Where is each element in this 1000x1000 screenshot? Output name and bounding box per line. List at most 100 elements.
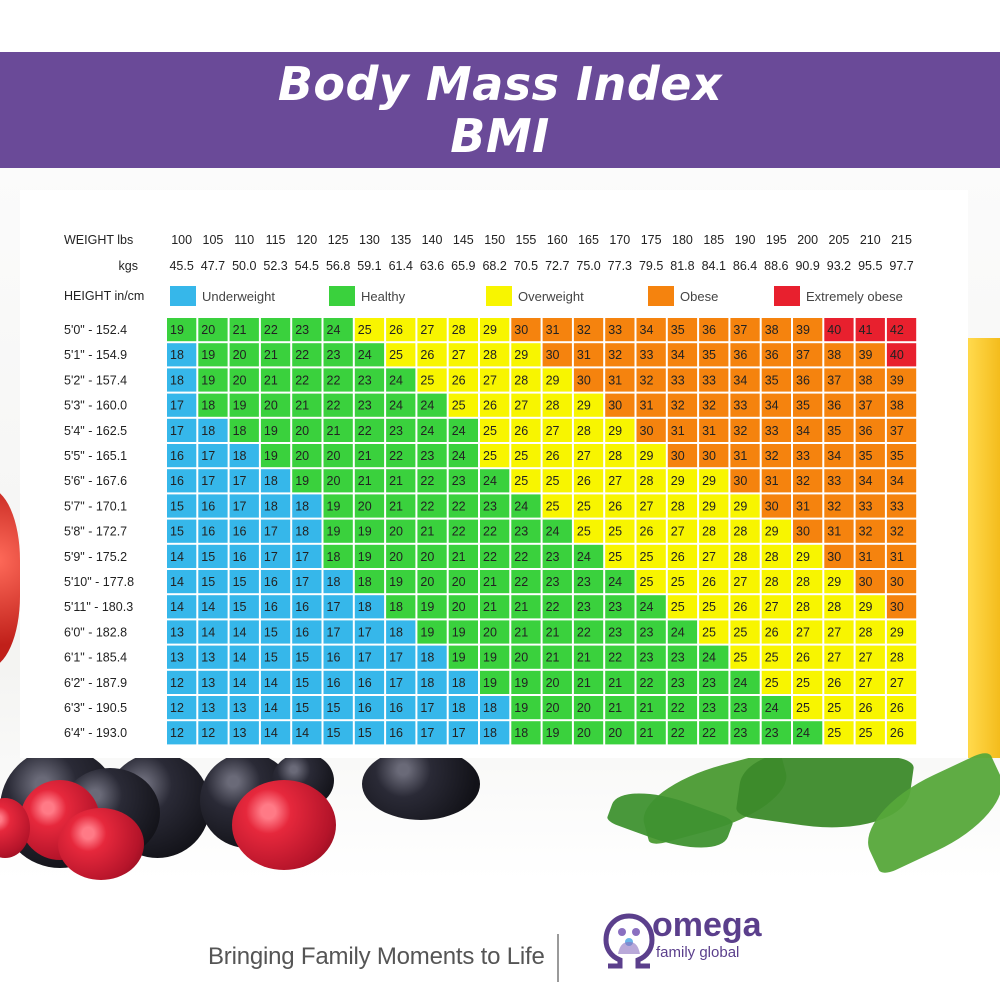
bmi-cell-value: 26 bbox=[577, 474, 591, 488]
bmi-cell-value: 19 bbox=[201, 348, 215, 362]
bmi-cell-healthy bbox=[323, 469, 353, 493]
bmi-cell-value: 30 bbox=[827, 550, 841, 564]
bmi-cell-obese bbox=[636, 418, 666, 442]
weight-kgs-header: kgs bbox=[119, 259, 138, 273]
bmi-cell-value: 37 bbox=[890, 424, 904, 438]
bmi-cell-overweight bbox=[699, 469, 729, 493]
bmi-cell-overweight bbox=[793, 544, 823, 568]
bmi-cell-underweight bbox=[323, 645, 353, 669]
bmi-cell-value: 37 bbox=[827, 373, 841, 387]
bmi-cell-healthy bbox=[323, 418, 353, 442]
bmi-cell-value: 28 bbox=[765, 550, 779, 564]
title-line-1: Body Mass Index bbox=[277, 57, 723, 111]
bmi-cell-obese bbox=[886, 444, 917, 468]
bmi-cell-value: 31 bbox=[608, 373, 622, 387]
bmi-cell-value: 16 bbox=[201, 525, 215, 539]
bmi-cell-healthy bbox=[260, 393, 291, 417]
bmi-cell-value: 28 bbox=[859, 625, 873, 639]
bmi-cell-value: 33 bbox=[640, 348, 654, 362]
bmi-cell-value: 33 bbox=[859, 499, 873, 513]
bmi-cell-value: 25 bbox=[640, 575, 654, 589]
bmi-cell-overweight bbox=[667, 494, 698, 518]
bmi-cell-obese bbox=[886, 570, 917, 594]
bmi-cell-overweight bbox=[886, 696, 917, 720]
bmi-cell-overweight bbox=[448, 393, 478, 417]
bmi-cell-obese bbox=[667, 368, 698, 392]
bmi-cell-value: 28 bbox=[577, 424, 591, 438]
bmi-cell-value: 15 bbox=[233, 575, 247, 589]
bmi-cell-healthy bbox=[511, 721, 541, 745]
bmi-cell-value: 26 bbox=[890, 701, 904, 715]
bmi-cell-value: 18 bbox=[233, 424, 247, 438]
bmi-cell-value: 13 bbox=[201, 701, 215, 715]
bmi-cell-value: 27 bbox=[827, 625, 841, 639]
title-line-2: BMI bbox=[450, 109, 550, 163]
bmi-cell-value: 25 bbox=[859, 726, 873, 740]
y-tick-label-height: 5'0" - 152.4 bbox=[64, 323, 127, 337]
bmi-cell-value: 18 bbox=[452, 676, 466, 690]
bmi-cell-value: 26 bbox=[640, 525, 654, 539]
bmi-cell-overweight bbox=[605, 418, 635, 442]
bmi-cell-healthy bbox=[354, 393, 385, 417]
bmi-cell-underweight bbox=[260, 570, 291, 594]
bmi-cell-underweight bbox=[167, 620, 197, 644]
bmi-cell-value: 22 bbox=[358, 424, 372, 438]
bmi-cell-healthy bbox=[573, 620, 604, 644]
bmi-cell-value: 37 bbox=[796, 348, 810, 362]
bmi-cell-value: 18 bbox=[514, 726, 528, 740]
x-tick-label-lbs: 135 bbox=[390, 233, 411, 247]
bmi-cell-underweight bbox=[229, 696, 259, 720]
bmi-cell-healthy bbox=[667, 696, 698, 720]
bmi-cell-healthy bbox=[260, 444, 291, 468]
legend-swatch-extremely_obese bbox=[774, 286, 800, 306]
y-tick-label-height: 5'11" - 180.3 bbox=[64, 600, 133, 614]
bmi-cell-value: 25 bbox=[577, 525, 591, 539]
bmi-cell-value: 16 bbox=[170, 474, 184, 488]
bmi-cell-overweight bbox=[699, 519, 729, 543]
bmi-cell-value: 16 bbox=[358, 701, 372, 715]
bmi-cell-value: 22 bbox=[546, 600, 560, 614]
bmi-cell-underweight bbox=[229, 469, 259, 493]
bmi-cell-value: 19 bbox=[358, 525, 372, 539]
bmi-cell-healthy bbox=[386, 570, 416, 594]
bmi-cell-value: 25 bbox=[671, 575, 685, 589]
x-tick-label-kgs: 56.8 bbox=[326, 259, 350, 273]
bmi-cell-obese bbox=[855, 519, 885, 543]
bmi-cell-healthy bbox=[761, 721, 791, 745]
bmi-cell-healthy bbox=[699, 696, 729, 720]
bmi-cell-overweight bbox=[761, 620, 791, 644]
bmi-cell-value: 23 bbox=[640, 625, 654, 639]
bmi-cell-overweight bbox=[855, 670, 885, 694]
bmi-cell-value: 19 bbox=[201, 373, 215, 387]
bmi-cell-value: 20 bbox=[295, 449, 309, 463]
bmi-cell-value: 17 bbox=[327, 625, 341, 639]
bmi-cell-value: 17 bbox=[264, 525, 278, 539]
x-tick-label-lbs: 205 bbox=[829, 233, 850, 247]
bmi-cell-value: 28 bbox=[640, 474, 654, 488]
bmi-cell-underweight bbox=[167, 696, 197, 720]
bmi-cell-value: 21 bbox=[483, 575, 497, 589]
bmi-cell-healthy bbox=[730, 721, 760, 745]
x-tick-label-kgs: 75.0 bbox=[576, 259, 600, 273]
bmi-cell-healthy bbox=[699, 645, 729, 669]
bmi-cell-value: 20 bbox=[264, 399, 278, 413]
bmi-cell-overweight bbox=[886, 620, 917, 644]
bmi-cell-value: 24 bbox=[765, 701, 779, 715]
bmi-cell-underweight bbox=[167, 570, 197, 594]
bmi-cell-obese bbox=[699, 318, 729, 342]
bmi-cell-obese bbox=[667, 393, 698, 417]
bmi-cell-value: 21 bbox=[389, 499, 403, 513]
bmi-cell-value: 26 bbox=[483, 399, 497, 413]
bmi-cell-value: 23 bbox=[546, 575, 560, 589]
bmi-cell-overweight bbox=[730, 544, 760, 568]
x-tick-label-kgs: 86.4 bbox=[733, 259, 757, 273]
bmi-cell-value: 18 bbox=[170, 348, 184, 362]
bmi-cell-underweight bbox=[167, 670, 197, 694]
bmi-cell-underweight bbox=[417, 645, 447, 669]
bmi-cell-underweight bbox=[480, 721, 510, 745]
bmi-cell-healthy bbox=[605, 620, 635, 644]
bmi-cell-value: 24 bbox=[671, 625, 685, 639]
bmi-cell-healthy bbox=[448, 444, 478, 468]
legend-label-underweight: Underweight bbox=[202, 289, 275, 304]
bmi-cell-extremely_obese bbox=[886, 318, 917, 342]
